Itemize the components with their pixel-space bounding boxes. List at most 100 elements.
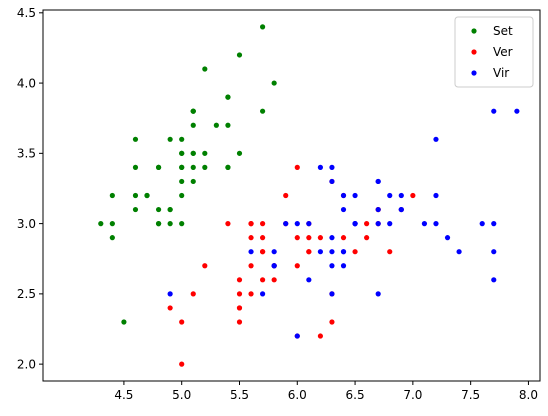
data-point xyxy=(514,108,520,114)
data-point xyxy=(121,319,127,325)
legend-label: Vir xyxy=(493,66,509,80)
data-point xyxy=(202,263,208,269)
legend-box xyxy=(454,16,534,88)
data-point xyxy=(294,221,300,227)
data-point xyxy=(225,164,231,170)
data-point xyxy=(260,291,266,297)
data-point xyxy=(260,24,266,30)
data-point xyxy=(329,235,335,241)
data-point xyxy=(294,235,300,241)
data-point xyxy=(375,178,381,185)
data-point xyxy=(398,192,404,199)
data-point xyxy=(433,192,439,199)
data-point xyxy=(491,249,497,255)
data-point xyxy=(248,263,254,269)
legend: Set Ver Vir xyxy=(454,16,534,88)
x-tick-label: 4.5 xyxy=(114,388,133,402)
data-point xyxy=(421,221,428,227)
legend-items: Set Ver Vir xyxy=(471,24,513,80)
data-point xyxy=(167,291,173,297)
data-point xyxy=(213,122,219,128)
data-point xyxy=(190,150,196,156)
data-point xyxy=(398,206,404,213)
points-layer xyxy=(98,24,520,367)
data-point xyxy=(109,192,115,199)
data-point xyxy=(317,249,323,255)
data-point xyxy=(236,319,243,325)
data-point xyxy=(306,235,312,241)
data-point xyxy=(167,305,173,311)
data-point xyxy=(179,164,185,170)
data-point xyxy=(179,192,185,199)
data-point xyxy=(179,178,185,185)
data-point xyxy=(260,235,266,241)
x-tick-label: 7.0 xyxy=(403,388,422,402)
data-point xyxy=(306,249,312,255)
data-point xyxy=(329,249,335,255)
data-point xyxy=(364,235,370,241)
data-point xyxy=(225,221,231,227)
data-point xyxy=(190,164,196,170)
data-point xyxy=(271,277,277,283)
data-point xyxy=(387,249,393,255)
data-point xyxy=(352,221,358,227)
data-point xyxy=(190,178,196,185)
data-point xyxy=(433,221,439,227)
data-point xyxy=(109,221,115,227)
data-point xyxy=(248,235,254,241)
data-point xyxy=(132,164,139,170)
data-point xyxy=(155,164,162,170)
data-point xyxy=(491,108,497,114)
data-point xyxy=(179,136,185,142)
data-point xyxy=(329,263,335,269)
data-point xyxy=(283,221,289,227)
y-tick-label: 3.0 xyxy=(17,217,36,231)
data-point xyxy=(375,221,381,227)
legend-label: Ver xyxy=(493,45,513,59)
data-point xyxy=(456,249,462,255)
data-point xyxy=(190,122,196,128)
data-point xyxy=(317,235,323,241)
data-point xyxy=(283,192,289,199)
data-point xyxy=(340,192,347,199)
data-point xyxy=(340,206,347,213)
data-point xyxy=(352,192,358,199)
data-point xyxy=(364,221,370,227)
data-point xyxy=(132,206,139,213)
data-point xyxy=(387,221,393,227)
x-tick-label: 7.5 xyxy=(461,388,480,402)
data-point xyxy=(132,136,139,142)
data-point xyxy=(202,150,208,156)
data-point xyxy=(167,221,173,227)
y-axis-ticks: 2.0 2.5 3.0 3.5 4.0 4.5 xyxy=(17,6,43,371)
data-point xyxy=(98,221,104,227)
data-point xyxy=(410,192,416,199)
data-point xyxy=(132,192,139,199)
legend-label: Set xyxy=(493,24,513,38)
data-point xyxy=(260,221,266,227)
y-tick-label: 4.5 xyxy=(17,6,36,20)
data-point xyxy=(271,80,277,86)
legend-marker xyxy=(471,49,477,55)
data-point xyxy=(236,277,243,283)
data-point xyxy=(375,291,381,297)
data-point xyxy=(491,277,497,283)
x-tick-label: 6.5 xyxy=(346,388,365,402)
data-point xyxy=(248,249,254,255)
data-point xyxy=(317,164,323,170)
data-point xyxy=(306,221,312,227)
data-point xyxy=(236,52,243,58)
data-point xyxy=(352,249,358,255)
data-point xyxy=(260,277,266,283)
data-point xyxy=(317,333,323,339)
data-point xyxy=(479,221,485,227)
data-point xyxy=(202,164,208,170)
y-tick-label: 2.0 xyxy=(17,357,36,371)
data-point xyxy=(225,122,231,128)
data-point xyxy=(375,206,381,213)
legend-marker xyxy=(471,70,477,76)
data-point xyxy=(155,206,162,213)
data-point xyxy=(144,192,150,199)
data-point xyxy=(179,150,185,156)
data-point xyxy=(306,277,312,283)
